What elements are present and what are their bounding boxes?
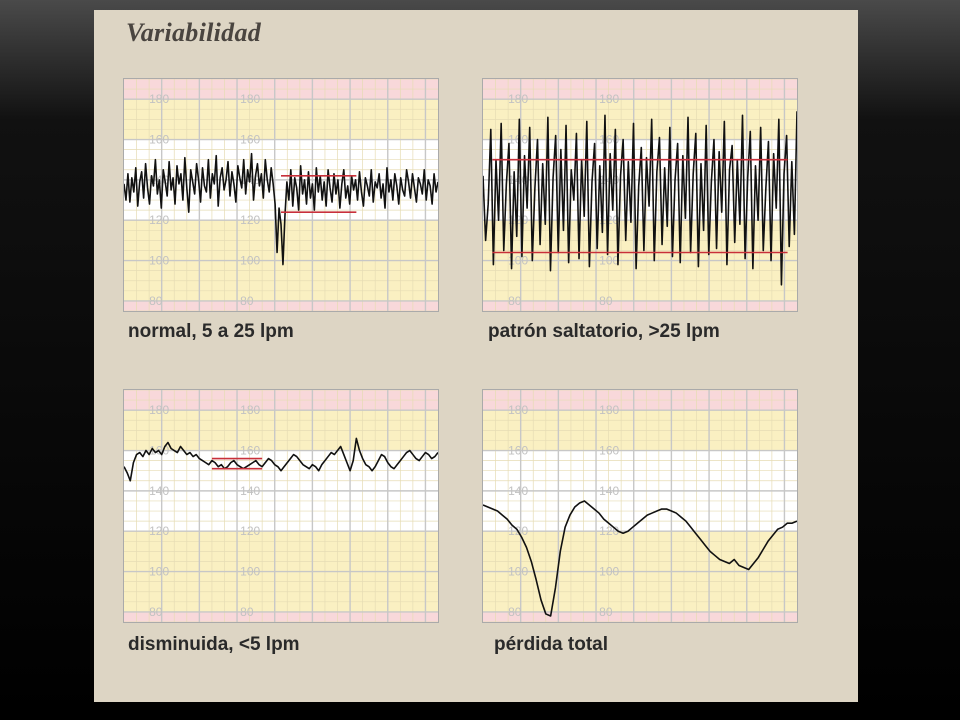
caption-normal: normal, 5 a 25 lpm [128, 321, 294, 342]
tick-label: 160 [508, 444, 528, 458]
fhr-trace [483, 111, 797, 286]
tick-label: 80 [240, 605, 254, 619]
tick-label: 140 [149, 484, 169, 498]
tick-label: 120 [149, 213, 169, 227]
tick-label: 80 [240, 294, 254, 308]
tick-label: 120 [599, 213, 619, 227]
tick-label: 160 [599, 133, 619, 147]
tick-label: 180 [149, 403, 169, 417]
chart-normal: 80 80 100 100 120 120 140 140 160 160 180 180 [123, 78, 439, 312]
fhr-trace [124, 152, 438, 266]
tick-label: 100 [149, 565, 169, 579]
chart-perdida-total: 80 80 100 100 120 120 140 140 160 160 180 180 [482, 389, 798, 623]
fhr-trace [483, 500, 797, 617]
tick-label: 100 [240, 565, 260, 579]
content-panel: Variabilidad 80 80 100 100 120 120 140 140 160 16… [94, 10, 858, 702]
tick-label: 100 [240, 254, 260, 268]
zone-band [483, 611, 797, 622]
slide-title: Variabilidad [126, 18, 262, 47]
tick-label: 140 [599, 484, 619, 498]
tick-label: 120 [240, 524, 260, 538]
tick-label: 100 [599, 254, 619, 268]
tick-label: 160 [599, 444, 619, 458]
tick-label: 100 [599, 565, 619, 579]
zone-band [124, 300, 438, 311]
caption-perdida-total: pérdida total [494, 634, 609, 655]
tick-label: 180 [240, 403, 260, 417]
tick-label: 80 [508, 605, 522, 619]
tick-label: 100 [508, 565, 528, 579]
chart-saltatorio: 80 80 100 100 120 120 140 140 160 160 180 180 [482, 78, 798, 312]
tick-label: 180 [508, 403, 528, 417]
tick-label: 160 [240, 444, 260, 458]
tick-label: 140 [240, 484, 260, 498]
tick-label: 100 [508, 254, 528, 268]
tick-label: 80 [149, 294, 163, 308]
tick-label: 80 [508, 294, 522, 308]
tick-label: 180 [508, 92, 528, 106]
tick-label: 160 [240, 133, 260, 147]
tick-label: 100 [149, 254, 169, 268]
tick-label: 120 [240, 213, 260, 227]
tick-label: 80 [149, 605, 163, 619]
tick-label: 120 [149, 524, 169, 538]
fhr-trace [124, 437, 438, 482]
tick-label: 120 [599, 524, 619, 538]
tick-label: 180 [599, 92, 619, 106]
tick-label: 180 [149, 92, 169, 106]
zone-band [483, 300, 797, 311]
zone-band [124, 611, 438, 622]
tick-label: 80 [599, 294, 613, 308]
tick-label: 80 [599, 605, 613, 619]
chart-disminuida: 80 80 100 100 120 120 140 140 160 160 180 180 [123, 389, 439, 623]
tick-label: 160 [149, 133, 169, 147]
tick-label: 180 [240, 92, 260, 106]
tick-label: 140 [508, 484, 528, 498]
tick-label: 180 [599, 403, 619, 417]
caption-saltatorio: patrón saltatorio, >25 lpm [488, 321, 720, 342]
caption-disminuida: disminuida, <5 lpm [128, 634, 300, 655]
